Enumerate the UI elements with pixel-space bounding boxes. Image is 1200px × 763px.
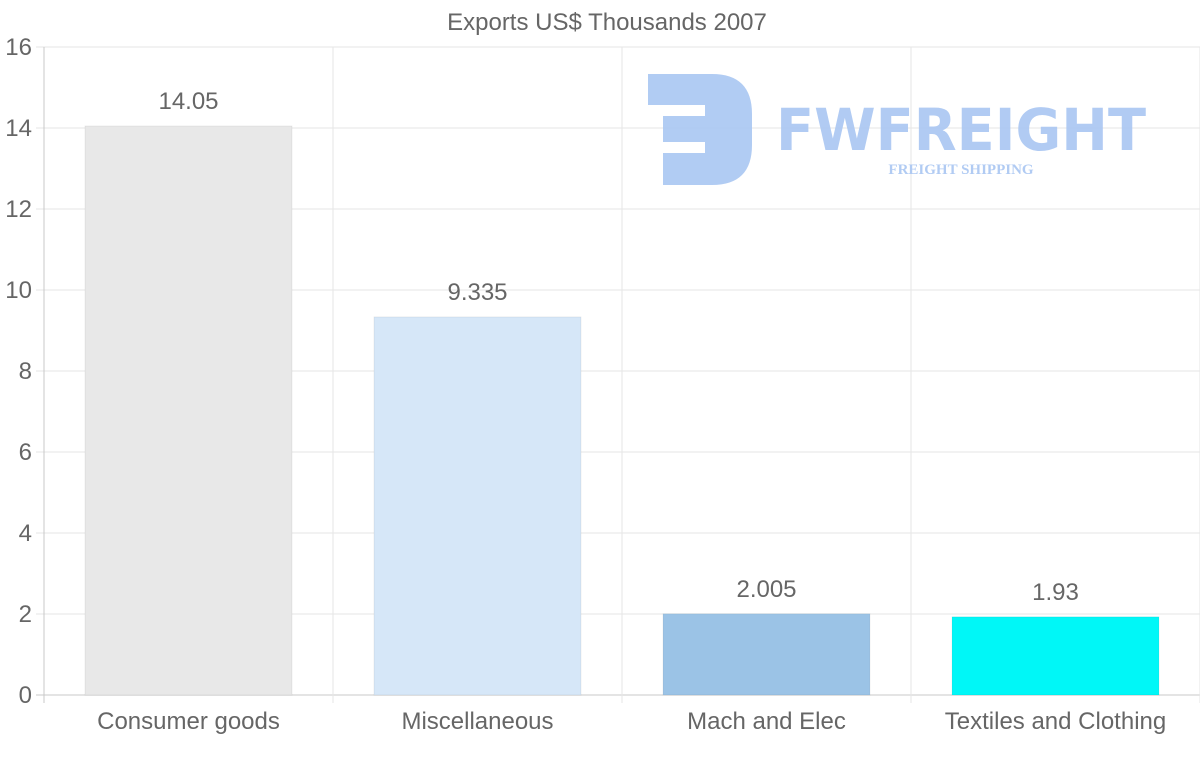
fwfreight-logo-watermark: FWFREIGHT FREIGHT SHIPPING [648, 74, 1146, 185]
x-tick-label: Textiles and Clothing [945, 708, 1166, 735]
y-tick-label: 2 [19, 601, 32, 628]
data-label: 2.005 [736, 576, 796, 603]
logo-tagline-text: FREIGHT SHIPPING [888, 162, 1033, 178]
x-tick-label: Mach and Elec [687, 708, 846, 735]
x-tick-label: Miscellaneous [401, 708, 553, 735]
y-tick-label: 0 [19, 682, 32, 709]
x-tick-label: Consumer goods [97, 708, 280, 735]
data-label: 1.93 [1032, 579, 1079, 606]
bar [84, 125, 293, 696]
logo-brand-text: FWFREIGHT [776, 96, 1146, 164]
data-label: 14.05 [158, 88, 218, 115]
chart-title: Exports US$ Thousands 2007 [447, 9, 767, 36]
y-tick-label: 12 [5, 196, 32, 223]
bar [373, 316, 582, 696]
x-axis: Consumer goods Miscellaneous Mach and Elec… [97, 708, 1166, 735]
y-tick-label: 14 [5, 115, 32, 142]
data-label: 9.335 [447, 279, 507, 306]
y-tick-label: 10 [5, 277, 32, 304]
y-tick-label: 4 [19, 520, 32, 547]
bar [662, 613, 871, 696]
logo-mark-icon [648, 74, 752, 185]
y-axis: 0 2 4 6 8 10 12 14 16 [5, 34, 32, 709]
y-tick-label: 16 [5, 34, 32, 61]
y-tick-label: 6 [19, 439, 32, 466]
y-tick-label: 8 [19, 358, 32, 385]
bars: 14.05 9.335 2.005 1.93 [84, 88, 1160, 696]
bar [951, 616, 1160, 696]
